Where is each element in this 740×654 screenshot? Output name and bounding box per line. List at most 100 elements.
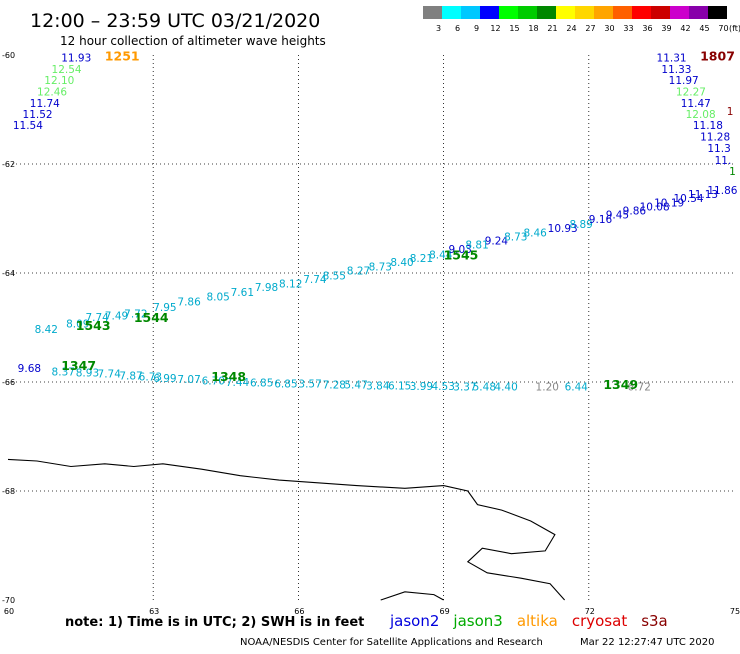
swh-value: 6.72 <box>628 382 651 394</box>
swh-value: 4.40 <box>494 382 517 394</box>
swh-value: 7.74 <box>85 312 109 324</box>
swh-value: 9.03 <box>448 244 471 256</box>
legend-label: 30 <box>604 24 614 33</box>
swh-value: 5.48 <box>473 382 496 394</box>
swh-value: 7.86 <box>177 297 201 309</box>
swh-value: 1.20 <box>536 382 559 394</box>
swh-value: 6.85 <box>250 377 273 389</box>
swh-value: 7.61 <box>231 287 254 299</box>
legend-swatch <box>575 6 594 19</box>
swh-value: 11.28 <box>700 132 730 144</box>
pass-time-label: 1348 <box>211 369 246 384</box>
legend-swatch <box>423 6 442 19</box>
swh-value: 8.12 <box>279 279 302 291</box>
pass-time-label: 1347 <box>61 358 96 373</box>
swh-value: 1 <box>727 106 734 118</box>
footer: note: 1) Time is in UTC; 2) SWH is in fe… <box>65 612 715 648</box>
swh-value: 10.19 <box>654 198 684 210</box>
swh-value: 11.18 <box>693 120 723 132</box>
swh-value: 12.54 <box>52 64 82 76</box>
swh-value: 9.45 <box>606 210 629 222</box>
map-axes: 60 63 66 69 72 75 -60 -62 -64 -66 -68 -70 <box>2 51 740 616</box>
lon-tick-label: 63 <box>149 607 159 616</box>
lon-tick-label: 60 <box>4 607 14 616</box>
satellite-legend-jason3: jason3 <box>452 612 502 630</box>
swh-value: 9.86 <box>623 206 647 218</box>
swh-value: 9.68 <box>18 363 41 375</box>
legend-swatch <box>537 6 556 19</box>
swh-value: 9.24 <box>485 236 509 248</box>
legend-swatch <box>499 6 518 19</box>
legend-swatch <box>689 6 708 19</box>
swh-value: 8.81 <box>465 239 488 251</box>
page-subtitle: 12 hour collection of altimeter wave hei… <box>60 34 326 48</box>
swh-value: 12.08 <box>686 109 716 121</box>
legend-swatch <box>651 6 670 19</box>
swh-value: 11.74 <box>30 98 60 110</box>
swh-value: 7.95 <box>153 302 176 314</box>
legend-label: 15 <box>509 24 519 33</box>
lat-tick-label: -62 <box>2 160 15 169</box>
swh-value: 8.44 <box>429 249 453 261</box>
swh-value: 7.72 <box>124 309 147 321</box>
swh-value: 3.37 <box>453 382 476 394</box>
coastline-main <box>7 458 566 601</box>
lat-tick-label: -64 <box>2 269 15 278</box>
swh-value: 8.05 <box>206 291 229 303</box>
footer-timestamp: Mar 22 12:27:47 UTC 2020 <box>580 637 715 648</box>
legend-swatch <box>632 6 651 19</box>
swh-value: 7.28 <box>323 380 346 392</box>
swh-value: 11.47 <box>681 98 711 110</box>
legend-swatch <box>556 6 575 19</box>
swh-value: 8.73 <box>504 231 527 243</box>
satellite-legend-jason2: jason2 <box>389 612 439 630</box>
lon-tick-label: 75 <box>730 607 740 616</box>
swh-value: 8.09 <box>66 319 89 331</box>
legend-swatch <box>670 6 689 19</box>
swh-value: 11.54 <box>13 120 43 132</box>
legend-label: 45 <box>699 24 709 33</box>
swh-value: 8.73 <box>369 261 392 273</box>
swh-value: 6.85 <box>274 378 297 390</box>
pass-time-label: 1543 <box>76 318 111 333</box>
swh-value: 11.13 <box>688 189 718 201</box>
swh-value: 11.3 <box>707 143 730 155</box>
swh-value: 8.42 <box>35 324 58 336</box>
swh-value: 11.86 <box>707 185 737 197</box>
swh-value: 6.99 <box>153 373 176 385</box>
legend-label: 3 <box>436 24 441 33</box>
swh-value: 7.07 <box>177 374 200 386</box>
page-title: 12:00 – 23:59 UTC 03/21/2020 <box>30 10 320 32</box>
swh-value: 11.33 <box>661 64 691 76</box>
lat-tick-label: -60 <box>2 51 15 60</box>
swh-value: 11. <box>715 155 732 167</box>
swh-value: 12.27 <box>676 86 706 98</box>
swh-value: 9.16 <box>589 214 613 226</box>
swh-value: 10.08 <box>640 201 670 213</box>
legend-swatch <box>480 6 499 19</box>
legend-label: 39 <box>661 24 671 33</box>
pass-time-label: 1545 <box>444 247 479 262</box>
map-grid <box>8 55 734 600</box>
swh-value: 4.53 <box>432 381 455 393</box>
swh-value: 7.87 <box>119 370 142 382</box>
swh-value: 7.98 <box>255 282 278 294</box>
lat-tick-label: -66 <box>2 378 15 387</box>
legend-label: 36 <box>642 24 652 33</box>
satellite-legend-s3a: s3a <box>641 612 668 630</box>
swh-value: 6.73 <box>139 371 162 383</box>
swh-value: 3.57 <box>298 378 321 390</box>
legend-label: 70 <box>718 24 728 33</box>
legend-label: 24 <box>566 24 576 33</box>
swh-value: 8.55 <box>323 271 346 283</box>
legend-label: 33 <box>623 24 633 33</box>
swh-value: 5.47 <box>344 380 367 392</box>
swh-value: 11.52 <box>23 109 53 121</box>
swh-value: 10.93 <box>548 223 578 235</box>
footer-credit: NOAA/NESDIS Center for Satellite Applica… <box>240 637 543 648</box>
legend-swatch <box>442 6 461 19</box>
swh-value: 12.46 <box>37 86 67 98</box>
